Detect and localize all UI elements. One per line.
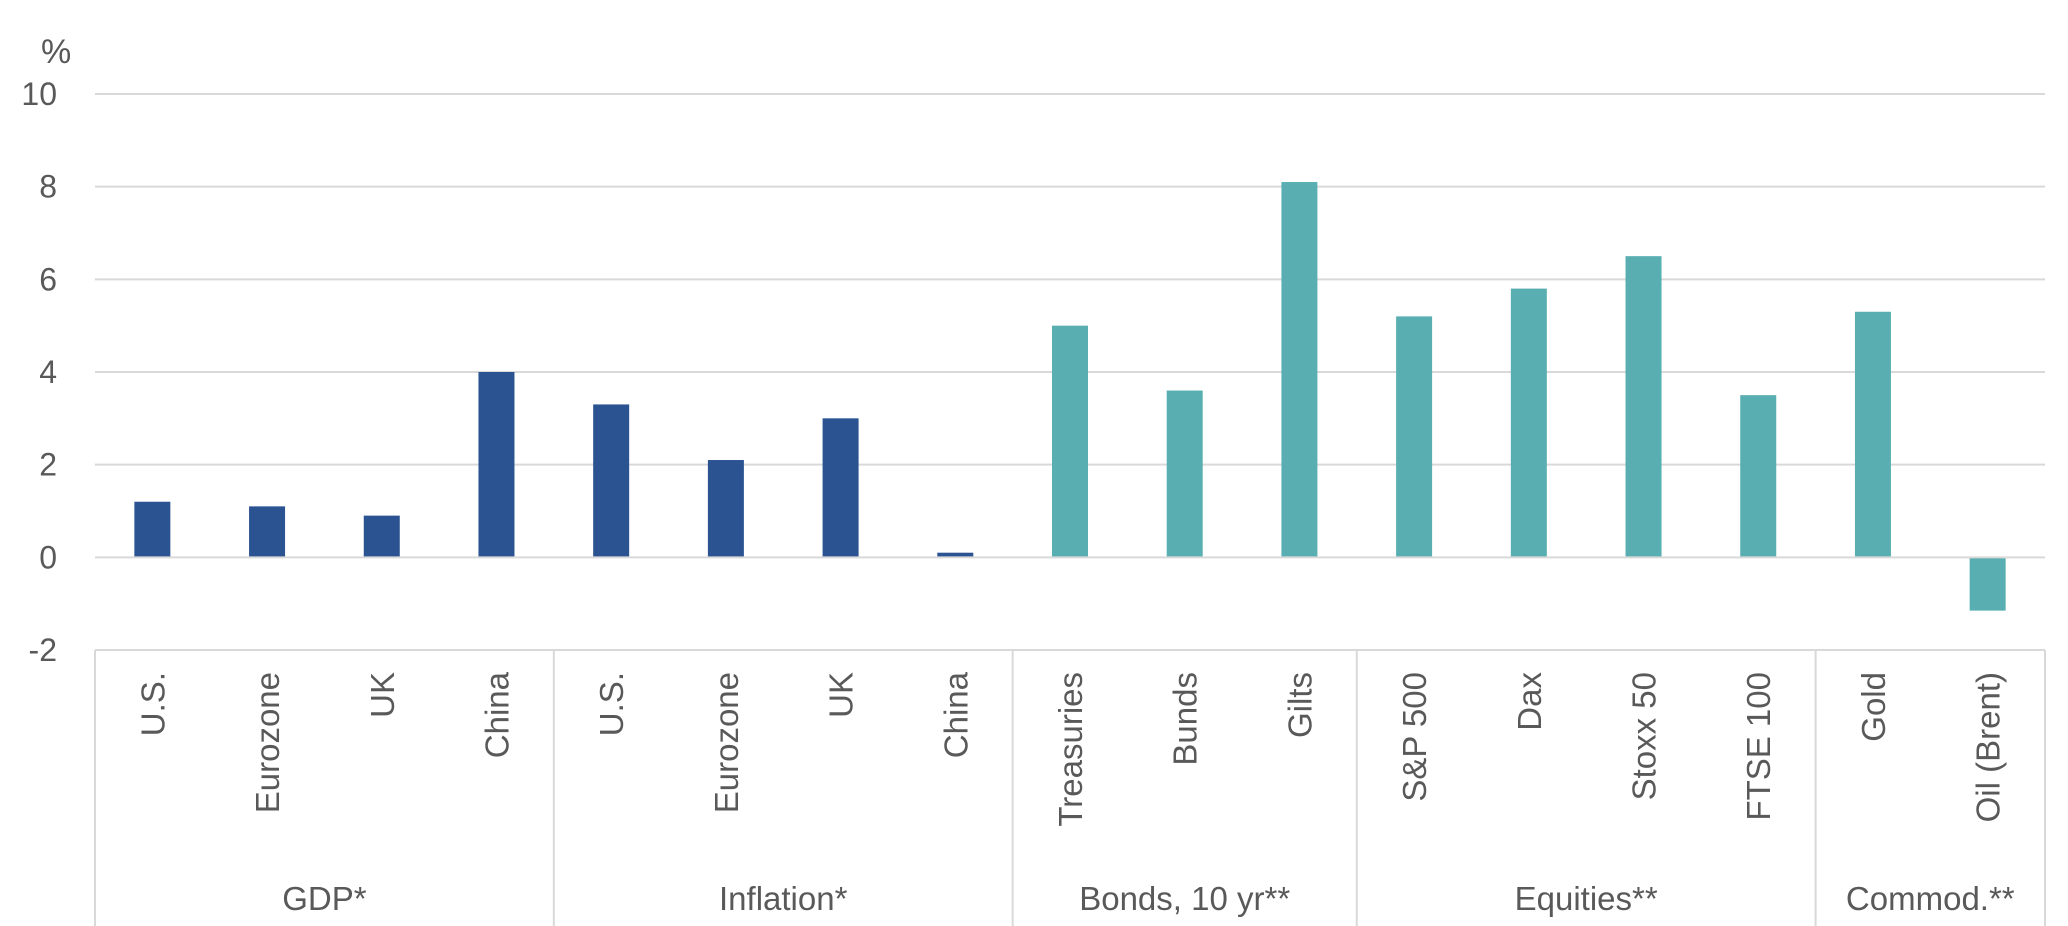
group-labels: GDP* Inflation* Bonds, 10 yr** Equities** Co… bbox=[282, 880, 2015, 917]
group-label: GDP* bbox=[282, 880, 367, 917]
bar bbox=[1396, 316, 1433, 558]
bar bbox=[822, 418, 859, 558]
y-tick-label: 10 bbox=[21, 76, 57, 112]
bar bbox=[249, 506, 286, 558]
category-label: China bbox=[478, 671, 515, 758]
group-label: Commod.** bbox=[1846, 880, 2015, 917]
bar bbox=[937, 552, 974, 558]
category-label: Eurozone bbox=[249, 672, 286, 813]
category-label: U.S. bbox=[134, 672, 171, 736]
bar bbox=[1625, 256, 1662, 558]
bar bbox=[1281, 182, 1318, 558]
category-label: Gilts bbox=[1281, 672, 1318, 738]
bars bbox=[134, 182, 2006, 611]
category-label: U.S. bbox=[593, 672, 630, 736]
category-label: Eurozone bbox=[708, 672, 745, 813]
y-tick-label: -2 bbox=[29, 632, 57, 668]
bar bbox=[593, 404, 630, 558]
bar bbox=[1052, 325, 1088, 558]
bar bbox=[1969, 557, 2006, 611]
x-axis bbox=[94, 556, 2046, 926]
y-tick-label: 4 bbox=[39, 354, 57, 390]
y-tick-labels: -2 0 2 4 6 8 10 bbox=[21, 76, 57, 668]
category-label: Dax bbox=[1511, 672, 1548, 731]
category-label: China bbox=[937, 671, 974, 758]
category-label: UK bbox=[364, 672, 401, 718]
category-label: Gold bbox=[1855, 672, 1892, 742]
category-labels: U.S. Eurozone UK China U.S. Eurozone UK China Tr… bbox=[134, 671, 2006, 826]
category-label: Treasuries bbox=[1052, 672, 1089, 827]
y-tick-label: 2 bbox=[39, 447, 57, 483]
group-label: Equities** bbox=[1515, 880, 1658, 917]
bar bbox=[707, 460, 744, 558]
bar bbox=[1740, 395, 1777, 558]
category-label: UK bbox=[823, 672, 860, 718]
category-label: S&P 500 bbox=[1396, 672, 1433, 802]
category-label: FTSE 100 bbox=[1740, 672, 1777, 821]
y-tick-label: 6 bbox=[39, 261, 57, 297]
group-label: Inflation* bbox=[719, 880, 848, 917]
category-label: Stoxx 50 bbox=[1626, 672, 1663, 800]
bar bbox=[1854, 311, 1891, 558]
group-label: Bonds, 10 yr** bbox=[1079, 880, 1290, 917]
category-label: Bunds bbox=[1167, 672, 1204, 766]
bar bbox=[1166, 390, 1203, 558]
bar bbox=[134, 501, 171, 558]
y-axis-unit-label: % bbox=[41, 33, 71, 71]
y-tick-label: 0 bbox=[39, 539, 57, 575]
category-label: Oil (Brent) bbox=[1970, 672, 2007, 822]
bar bbox=[478, 372, 515, 558]
bar bbox=[1510, 288, 1547, 558]
bar bbox=[363, 515, 400, 558]
y-tick-label: 8 bbox=[39, 169, 57, 205]
